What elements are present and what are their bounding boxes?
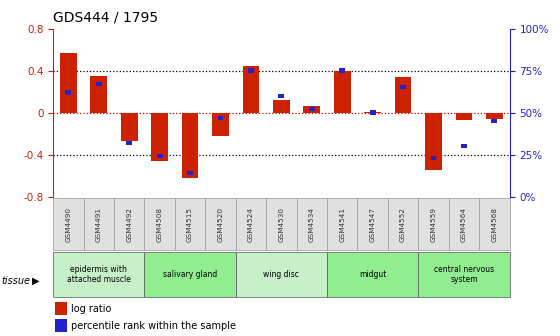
Bar <box>492 119 497 123</box>
Bar <box>357 198 388 250</box>
Bar <box>309 107 315 111</box>
Text: GSM4568: GSM4568 <box>491 207 497 242</box>
Text: GSM4541: GSM4541 <box>339 207 346 242</box>
Text: salivary gland: salivary gland <box>163 270 217 279</box>
Text: GDS444 / 1795: GDS444 / 1795 <box>53 10 158 24</box>
Bar <box>114 198 144 250</box>
Text: central nervous
system: central nervous system <box>434 265 494 284</box>
Bar <box>60 53 77 113</box>
Bar <box>212 113 229 136</box>
Text: GSM4534: GSM4534 <box>309 207 315 242</box>
Bar <box>273 100 290 113</box>
Bar <box>461 144 467 148</box>
Bar <box>327 252 418 297</box>
Bar <box>418 252 510 297</box>
Bar <box>157 154 162 158</box>
Text: GSM4524: GSM4524 <box>248 207 254 242</box>
Bar <box>248 69 254 73</box>
Text: GSM4492: GSM4492 <box>126 207 132 242</box>
Text: ▶: ▶ <box>32 276 39 286</box>
Bar <box>182 113 198 178</box>
Bar <box>55 319 67 332</box>
Bar <box>297 198 327 250</box>
Bar <box>206 198 236 250</box>
Bar <box>83 198 114 250</box>
Text: GSM4559: GSM4559 <box>431 207 437 242</box>
Bar <box>53 198 83 250</box>
Bar <box>55 302 67 315</box>
Bar <box>144 198 175 250</box>
Bar <box>236 198 266 250</box>
Bar <box>400 85 406 89</box>
Bar <box>365 112 381 113</box>
Bar <box>418 198 449 250</box>
Bar <box>486 113 503 119</box>
Text: GSM4530: GSM4530 <box>278 207 284 242</box>
Bar <box>425 113 442 170</box>
Bar <box>151 113 168 161</box>
Bar <box>370 111 376 115</box>
Bar <box>236 252 327 297</box>
Text: tissue: tissue <box>1 276 30 286</box>
Bar <box>304 106 320 113</box>
Bar <box>53 252 144 297</box>
Text: GSM4491: GSM4491 <box>96 207 102 242</box>
Bar <box>431 156 436 160</box>
Text: wing disc: wing disc <box>263 270 300 279</box>
Bar <box>91 76 107 113</box>
Text: GSM4515: GSM4515 <box>187 207 193 242</box>
Bar <box>266 198 297 250</box>
Text: GSM4520: GSM4520 <box>217 207 223 242</box>
Bar <box>66 90 71 94</box>
Bar <box>127 141 132 145</box>
Text: GSM4508: GSM4508 <box>157 207 163 242</box>
Bar <box>479 198 510 250</box>
Text: GSM4547: GSM4547 <box>370 207 376 242</box>
Bar <box>144 252 236 297</box>
Bar <box>339 69 345 73</box>
Bar <box>175 198 206 250</box>
Text: GSM4552: GSM4552 <box>400 207 406 242</box>
Bar <box>242 67 259 113</box>
Bar <box>121 113 138 141</box>
Bar <box>278 94 284 98</box>
Bar <box>334 71 351 113</box>
Bar <box>218 116 223 120</box>
Text: GSM4564: GSM4564 <box>461 207 467 242</box>
Bar <box>187 171 193 175</box>
Bar <box>456 113 472 120</box>
Bar <box>395 77 412 113</box>
Text: epidermis with
attached muscle: epidermis with attached muscle <box>67 265 131 284</box>
Text: log ratio: log ratio <box>72 304 112 313</box>
Text: percentile rank within the sample: percentile rank within the sample <box>72 321 236 331</box>
Text: GSM4490: GSM4490 <box>66 207 72 242</box>
Bar <box>449 198 479 250</box>
Bar <box>327 198 357 250</box>
Bar <box>96 82 102 86</box>
Text: midgut: midgut <box>359 270 386 279</box>
Bar <box>388 198 418 250</box>
